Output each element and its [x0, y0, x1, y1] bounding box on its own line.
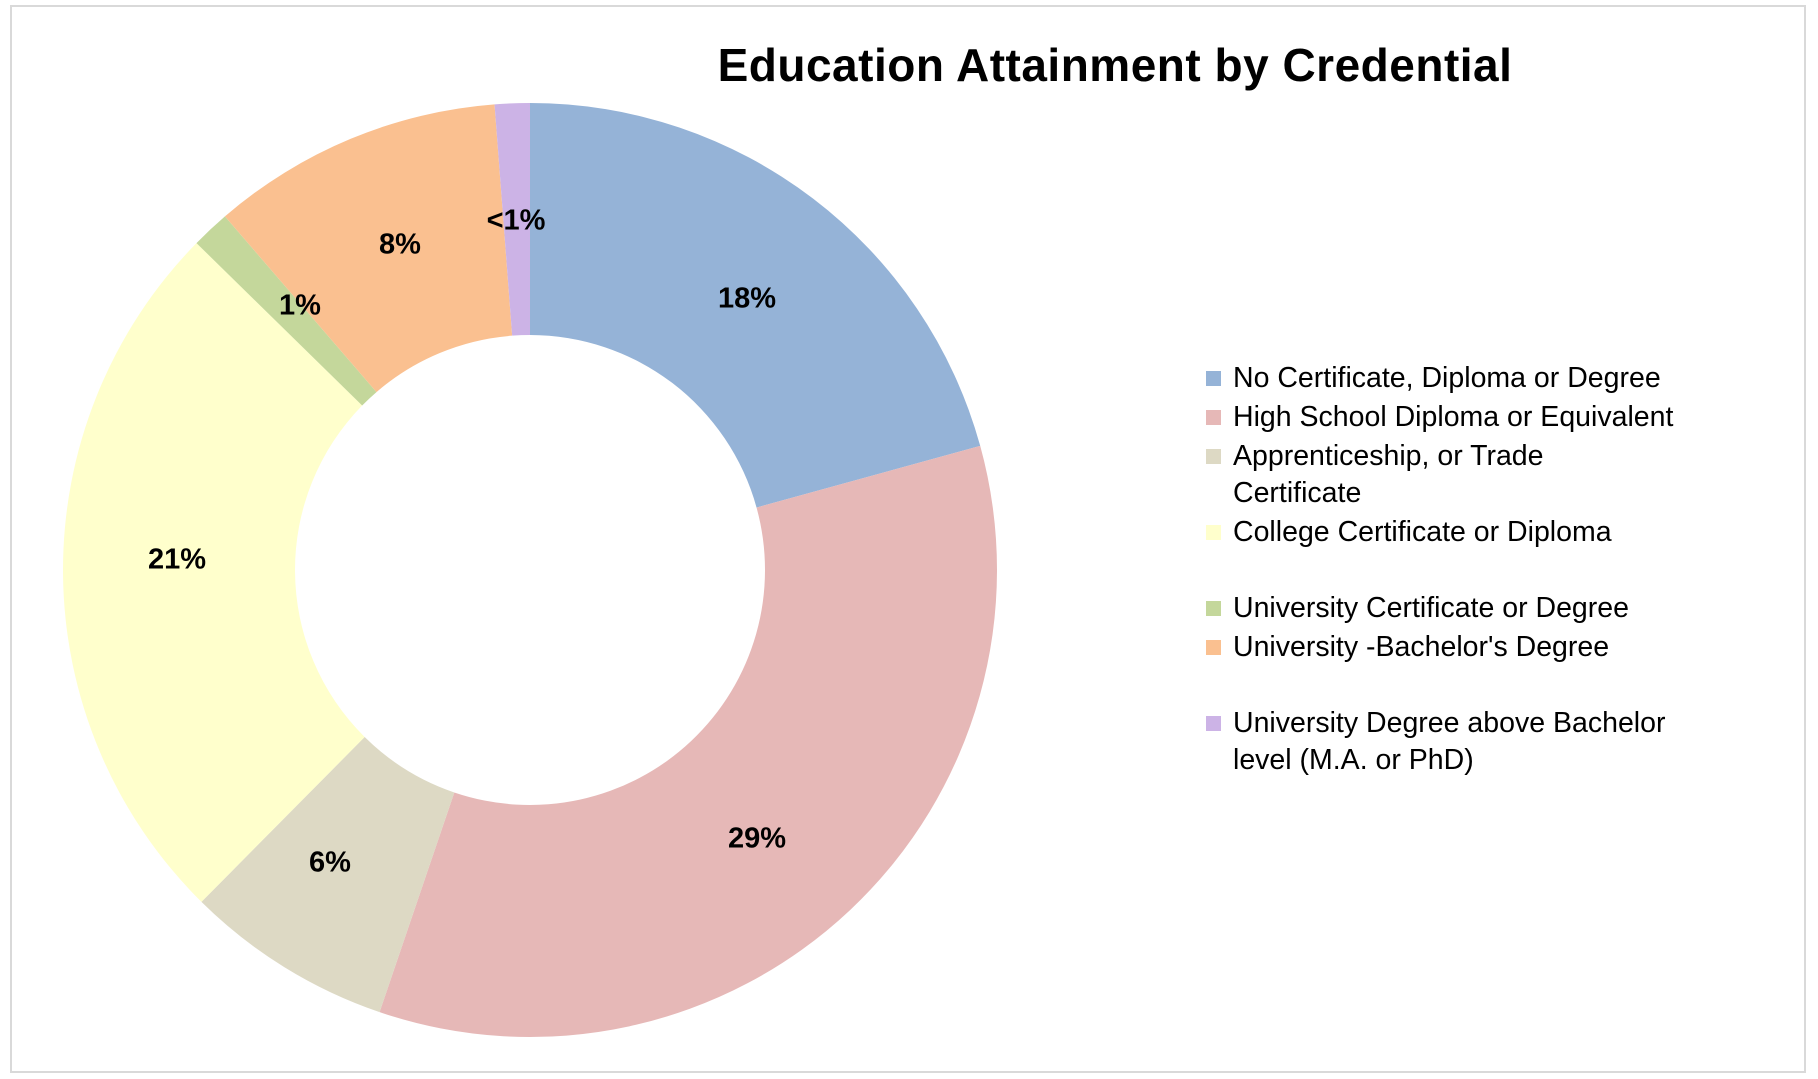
donut-slice — [201, 737, 455, 1013]
donut-slice — [494, 103, 530, 336]
legend-label: No Certificate, Diploma or Degree — [1233, 362, 1661, 394]
legend-swatch — [1206, 601, 1221, 616]
legend-swatch — [1206, 410, 1221, 425]
slice-data-label: 6% — [309, 847, 351, 879]
legend-item: Apprenticeship, or Trade Certificate — [1206, 438, 1676, 512]
slice-data-label: 18% — [718, 283, 776, 315]
legend-label: University Certificate or Degree — [1233, 592, 1629, 624]
slice-data-label: 29% — [728, 823, 786, 855]
legend-label: University Degree above Bachelor level (… — [1233, 707, 1666, 776]
legend-item: No Certificate, Diploma or Degree — [1206, 360, 1676, 397]
legend: No Certificate, Diploma or Degree High Sc… — [1206, 360, 1676, 781]
slice-data-label: 8% — [379, 229, 421, 261]
slice-data-label: 21% — [148, 544, 206, 576]
legend-item: University -Bachelor's Degree — [1206, 629, 1676, 666]
donut-slice — [196, 216, 377, 406]
slice-data-label: <1% — [487, 205, 546, 237]
legend-label: University -Bachelor's Degree — [1233, 631, 1610, 663]
donut-slice — [224, 104, 513, 393]
donut-slice — [62, 243, 365, 902]
legend-label: Apprenticeship, or Trade Certificate — [1233, 440, 1544, 509]
legend-item: University Certificate or Degree — [1206, 590, 1676, 627]
legend-item: College Certificate or Diploma — [1206, 514, 1676, 551]
legend-swatch — [1206, 716, 1221, 731]
legend-swatch — [1206, 640, 1221, 655]
chart-title: Education Attainment by Credential — [717, 39, 1513, 91]
legend-item: University Degree above Bachelor level (… — [1206, 705, 1676, 779]
donut-slice — [379, 445, 997, 1037]
legend-swatch — [1206, 371, 1221, 386]
legend-label: College Certificate or Diploma — [1233, 516, 1612, 548]
slice-data-label: 1% — [279, 290, 321, 322]
legend-item: High School Diploma or Equivalent — [1206, 399, 1676, 436]
legend-swatch — [1206, 525, 1221, 540]
legend-swatch — [1206, 449, 1221, 464]
legend-label: High School Diploma or Equivalent — [1233, 401, 1674, 433]
donut-slice — [530, 103, 981, 508]
